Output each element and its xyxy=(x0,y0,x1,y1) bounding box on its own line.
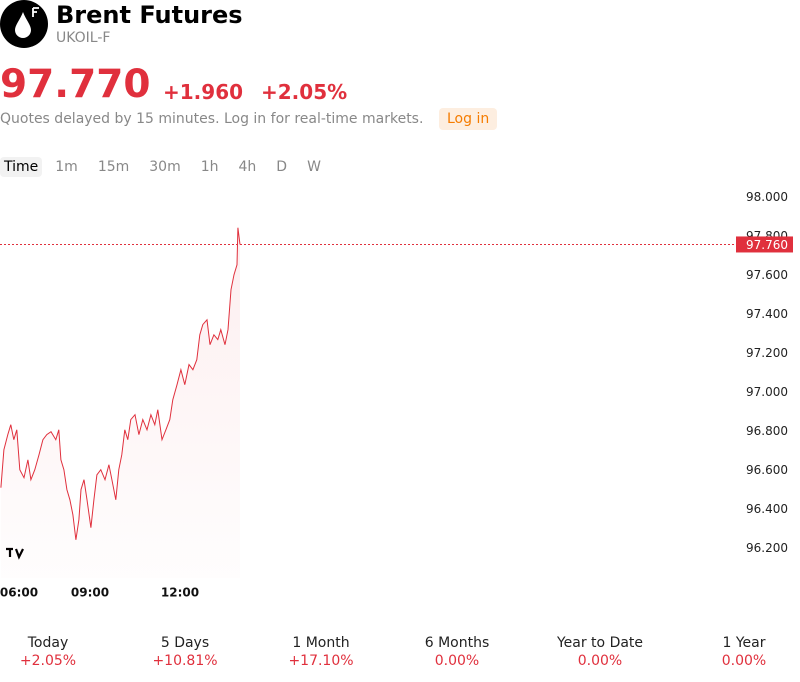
period-label: 6 Months xyxy=(424,635,490,651)
y-tick-label: 98.000 xyxy=(746,190,788,204)
performance-item: Today +2.05% xyxy=(0,635,113,669)
interval-tab[interactable]: 1h xyxy=(200,159,219,175)
y-tick-label: 96.200 xyxy=(746,541,788,555)
delay-note: Quotes delayed by 15 minutes. Log in for… xyxy=(0,111,424,127)
period-label: 1 Month xyxy=(292,635,350,651)
performance-item: 1 Year 0.00% xyxy=(679,635,800,669)
y-tick-label: 97.000 xyxy=(746,385,788,399)
performance-item: Year to Date 0.00% xyxy=(535,635,665,669)
period-label: 1 Year xyxy=(722,635,766,651)
interval-tab[interactable]: 4h xyxy=(238,159,257,175)
performance-item: 6 Months 0.00% xyxy=(392,635,522,669)
period-label: Today xyxy=(27,635,69,651)
period-label: 5 Days xyxy=(160,635,210,651)
interval-tabs: Time 1m 15m 30m 1h 4h D W xyxy=(0,157,328,177)
y-tick-label: 97.200 xyxy=(746,346,788,360)
last-price-tag xyxy=(736,236,793,253)
y-tick-label: 97.400 xyxy=(746,307,788,321)
period-change: 0.00% xyxy=(434,653,480,669)
price-line xyxy=(0,227,241,540)
last-price-label: 97.760 xyxy=(746,238,788,252)
interval-tab[interactable]: 15m xyxy=(97,159,130,175)
interval-tab[interactable]: D xyxy=(276,159,288,175)
period-change: +17.10% xyxy=(288,653,354,669)
title: Brent Futures xyxy=(56,1,243,29)
interval-tab[interactable]: W xyxy=(307,159,321,175)
x-tick-label: 06:00 xyxy=(0,586,38,600)
logo xyxy=(0,0,48,48)
x-tick-label: 12:00 xyxy=(161,586,199,600)
symbol: UKOIL-F xyxy=(56,30,111,46)
interval-tab[interactable]: 30m xyxy=(149,159,181,175)
y-tick-label: 97.600 xyxy=(746,268,788,282)
change: +1.960 xyxy=(163,80,244,104)
performance-item: 1 Month +17.10% xyxy=(256,635,386,669)
period-change: 0.00% xyxy=(577,653,623,669)
price: 97.770 xyxy=(0,62,151,107)
login-button[interactable]: Log in xyxy=(439,108,498,130)
change-percent: +2.05% xyxy=(261,80,348,104)
period-change: 0.00% xyxy=(721,653,767,669)
performance-item: 5 Days +10.81% xyxy=(120,635,250,669)
y-tick-label: 96.800 xyxy=(746,424,788,438)
period-change: +2.05% xyxy=(19,653,77,669)
y-tick-label: 96.600 xyxy=(746,463,788,477)
chart: 96.200 96.400 96.600 96.800 97.000 97.200 97.4… xyxy=(0,190,793,600)
interval-tab[interactable]: 1m xyxy=(55,159,78,175)
interval-tab[interactable]: Time xyxy=(0,157,43,177)
x-tick-label: 09:00 xyxy=(71,586,109,600)
y-tick-label: 96.400 xyxy=(746,502,788,516)
period-change: +10.81% xyxy=(152,653,218,669)
area-fill xyxy=(0,227,241,578)
period-label: Year to Date xyxy=(556,635,644,651)
